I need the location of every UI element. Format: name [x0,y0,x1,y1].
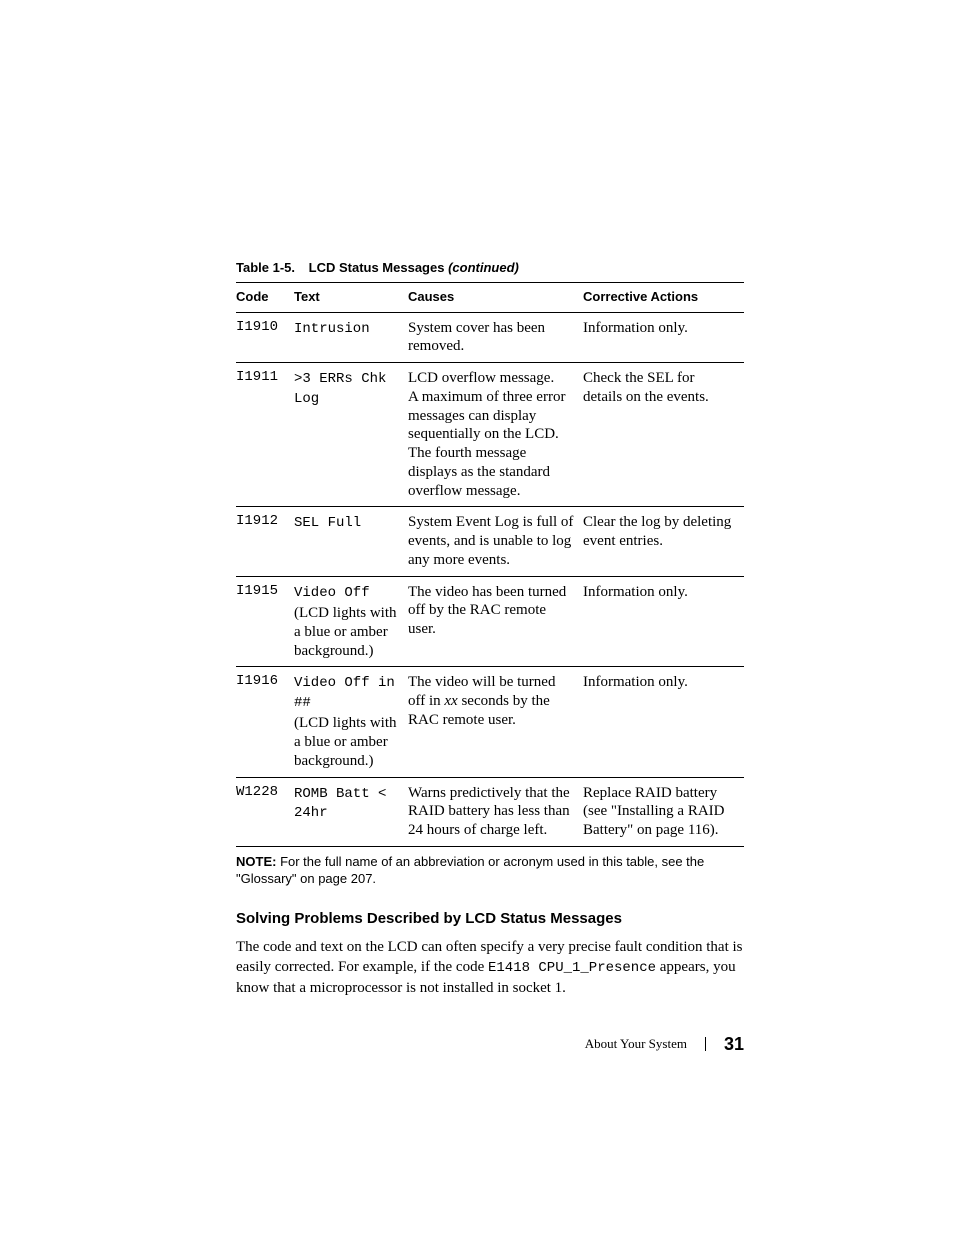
cell-causes: The video will be turned off in xx secon… [408,667,583,777]
cell-actions: Check the SEL for details on the events. [583,363,744,507]
col-code: Code [236,283,294,312]
table-row: I1912 SEL Full System Event Log is full … [236,507,744,576]
caption-title: LCD Status Messages [309,260,445,275]
cell-text-paren: (LCD lights with a blue or amber backgro… [294,714,400,770]
cell-text-mono: ROMB Batt < 24hr [294,786,386,822]
cell-actions: Information only. [583,576,744,667]
table-row: I1911 >3 ERRs Chk Log LCD overflow messa… [236,363,744,507]
cell-actions: Replace RAID battery (see "Installing a … [583,777,744,846]
cell-actions: Information only. [583,312,744,363]
cell-actions: Clear the log by deleting event entries. [583,507,744,576]
lcd-status-table: Code Text Causes Corrective Actions I191… [236,282,744,847]
cell-causes: System Event Log is full of events, and … [408,507,583,576]
causes-italic: xx [444,693,457,709]
body-mono: E1418 CPU_1_Presence [488,960,656,976]
table-row: I1916 Video Off in ## (LCD lights with a… [236,667,744,777]
cell-text: Video Off (LCD lights with a blue or amb… [294,576,408,667]
cell-text-mono: >3 ERRs Chk Log [294,371,386,407]
cell-text: SEL Full [294,507,408,576]
cell-text-mono: Video Off [294,585,370,601]
cell-causes: System cover has been removed. [408,312,583,363]
cell-code: I1912 [236,507,294,576]
body-paragraph: The code and text on the LCD can often s… [236,937,744,998]
table-row: W1228 ROMB Batt < 24hr Warns predictivel… [236,777,744,846]
cell-causes: LCD overflow message. A maximum of three… [408,363,583,507]
footer-page-number: 31 [724,1033,744,1056]
footer-separator [705,1037,706,1051]
cell-text: >3 ERRs Chk Log [294,363,408,507]
footer-section: About Your System [585,1036,687,1052]
page: Table 1-5. LCD Status Messages (continue… [0,0,954,1235]
cell-actions: Information only. [583,667,744,777]
cell-code: I1915 [236,576,294,667]
cell-text: Video Off in ## (LCD lights with a blue … [294,667,408,777]
caption-number: Table 1-5. [236,260,295,275]
col-text: Text [294,283,408,312]
cell-text-paren: (LCD lights with a blue or amber backgro… [294,604,400,660]
col-causes: Causes [408,283,583,312]
cell-code: I1911 [236,363,294,507]
cell-code: W1228 [236,777,294,846]
cell-text: Intrusion [294,312,408,363]
cell-text-mono: SEL Full [294,515,361,531]
note-text: For the full name of an abbreviation or … [236,854,704,887]
table-header-row: Code Text Causes Corrective Actions [236,283,744,312]
cell-text-mono: Intrusion [294,321,370,337]
cell-causes: The video has been turned off by the RAC… [408,576,583,667]
cell-text-mono: Video Off in ## [294,675,395,711]
table-row: I1910 Intrusion System cover has been re… [236,312,744,363]
table-row: I1915 Video Off (LCD lights with a blue … [236,576,744,667]
table-caption: Table 1-5. LCD Status Messages (continue… [236,260,744,276]
note-label: NOTE: [236,854,276,869]
cell-causes: Warns predictively that the RAID battery… [408,777,583,846]
cell-code: I1910 [236,312,294,363]
section-heading: Solving Problems Described by LCD Status… [236,910,744,929]
col-actions: Corrective Actions [583,283,744,312]
caption-suffix: (continued) [448,260,519,275]
cell-code: I1916 [236,667,294,777]
cell-text: ROMB Batt < 24hr [294,777,408,846]
note: NOTE: For the full name of an abbreviati… [236,853,744,888]
page-footer: About Your System 31 [585,1033,744,1056]
